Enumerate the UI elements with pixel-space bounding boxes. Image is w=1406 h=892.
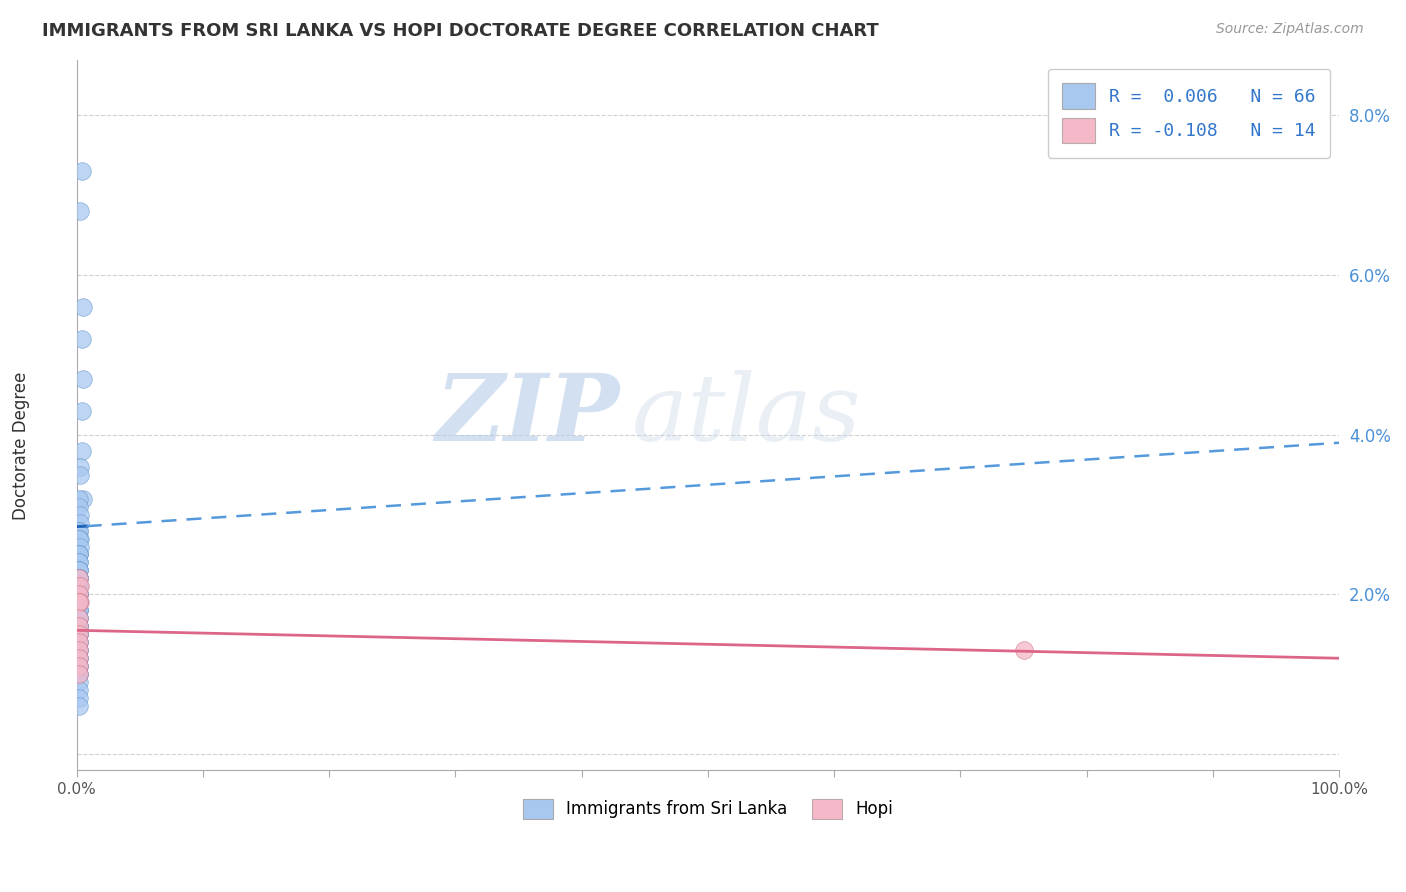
Point (67, 627, 90, 641)
Point (67, 595, 90, 609)
Point (67, 691, 90, 706)
Point (67, 587, 90, 601)
Point (67, 635, 90, 649)
Point (72, 491, 94, 506)
Point (67, 635, 90, 649)
Point (69, 516, 91, 530)
Point (69, 540, 91, 554)
Point (70, 332, 93, 346)
Point (67, 627, 90, 641)
Point (67, 571, 90, 585)
Point (67, 659, 90, 673)
Point (67, 500, 90, 514)
Point (67, 667, 90, 681)
Point (67, 619, 90, 633)
Point (67, 556, 90, 570)
Point (67, 579, 90, 593)
Point (67, 571, 90, 585)
Point (67, 556, 90, 570)
Point (67, 659, 90, 673)
Text: atlas: atlas (633, 370, 862, 459)
Point (69, 595, 91, 609)
Point (67, 595, 90, 609)
Point (67, 491, 90, 506)
Point (69, 204, 91, 219)
Point (70, 164, 93, 178)
Point (67, 667, 90, 681)
Point (67, 627, 90, 641)
Point (67, 532, 90, 546)
Point (67, 587, 90, 601)
Point (67, 603, 90, 617)
Legend: Immigrants from Sri Lanka, Hopi: Immigrants from Sri Lanka, Hopi (516, 792, 900, 826)
Point (67, 643, 90, 657)
Point (67, 524, 90, 538)
Point (69, 508, 91, 522)
Point (69, 467, 91, 482)
Point (70, 404, 93, 418)
Text: IMMIGRANTS FROM SRI LANKA VS HOPI DOCTORATE DEGREE CORRELATION CHART: IMMIGRANTS FROM SRI LANKA VS HOPI DOCTOR… (42, 22, 879, 40)
Text: Source: ZipAtlas.com: Source: ZipAtlas.com (1216, 22, 1364, 37)
Point (69, 459, 91, 474)
Text: Doctorate Degree: Doctorate Degree (13, 372, 30, 520)
Point (1012, 643, 1035, 657)
Point (69, 532, 91, 546)
Point (67, 548, 90, 562)
Point (67, 571, 90, 585)
Point (67, 595, 90, 609)
Point (67, 611, 90, 625)
Point (67, 619, 90, 633)
Point (67, 579, 90, 593)
Point (67, 659, 90, 673)
Point (67, 524, 90, 538)
Point (67, 611, 90, 625)
Point (67, 603, 90, 617)
Point (67, 683, 90, 698)
Point (67, 564, 90, 578)
Point (67, 564, 90, 578)
Point (67, 611, 90, 625)
Point (67, 579, 90, 593)
Point (67, 675, 90, 690)
Point (67, 571, 90, 585)
Point (67, 619, 90, 633)
Point (67, 651, 90, 665)
Point (67, 564, 90, 578)
Point (67, 619, 90, 633)
Point (67, 643, 90, 657)
Point (67, 548, 90, 562)
Point (67, 571, 90, 585)
Point (67, 635, 90, 649)
Point (67, 651, 90, 665)
Point (67, 627, 90, 641)
Point (67, 651, 90, 665)
Point (70, 443, 93, 458)
Point (67, 603, 90, 617)
Point (67, 548, 90, 562)
Point (67, 699, 90, 714)
Point (67, 587, 90, 601)
Point (67, 595, 90, 609)
Point (67, 643, 90, 657)
Point (67, 667, 90, 681)
Point (67, 587, 90, 601)
Point (72, 300, 94, 314)
Text: ZIP: ZIP (436, 370, 620, 459)
Point (67, 595, 90, 609)
Point (69, 579, 91, 593)
Point (72, 372, 94, 386)
